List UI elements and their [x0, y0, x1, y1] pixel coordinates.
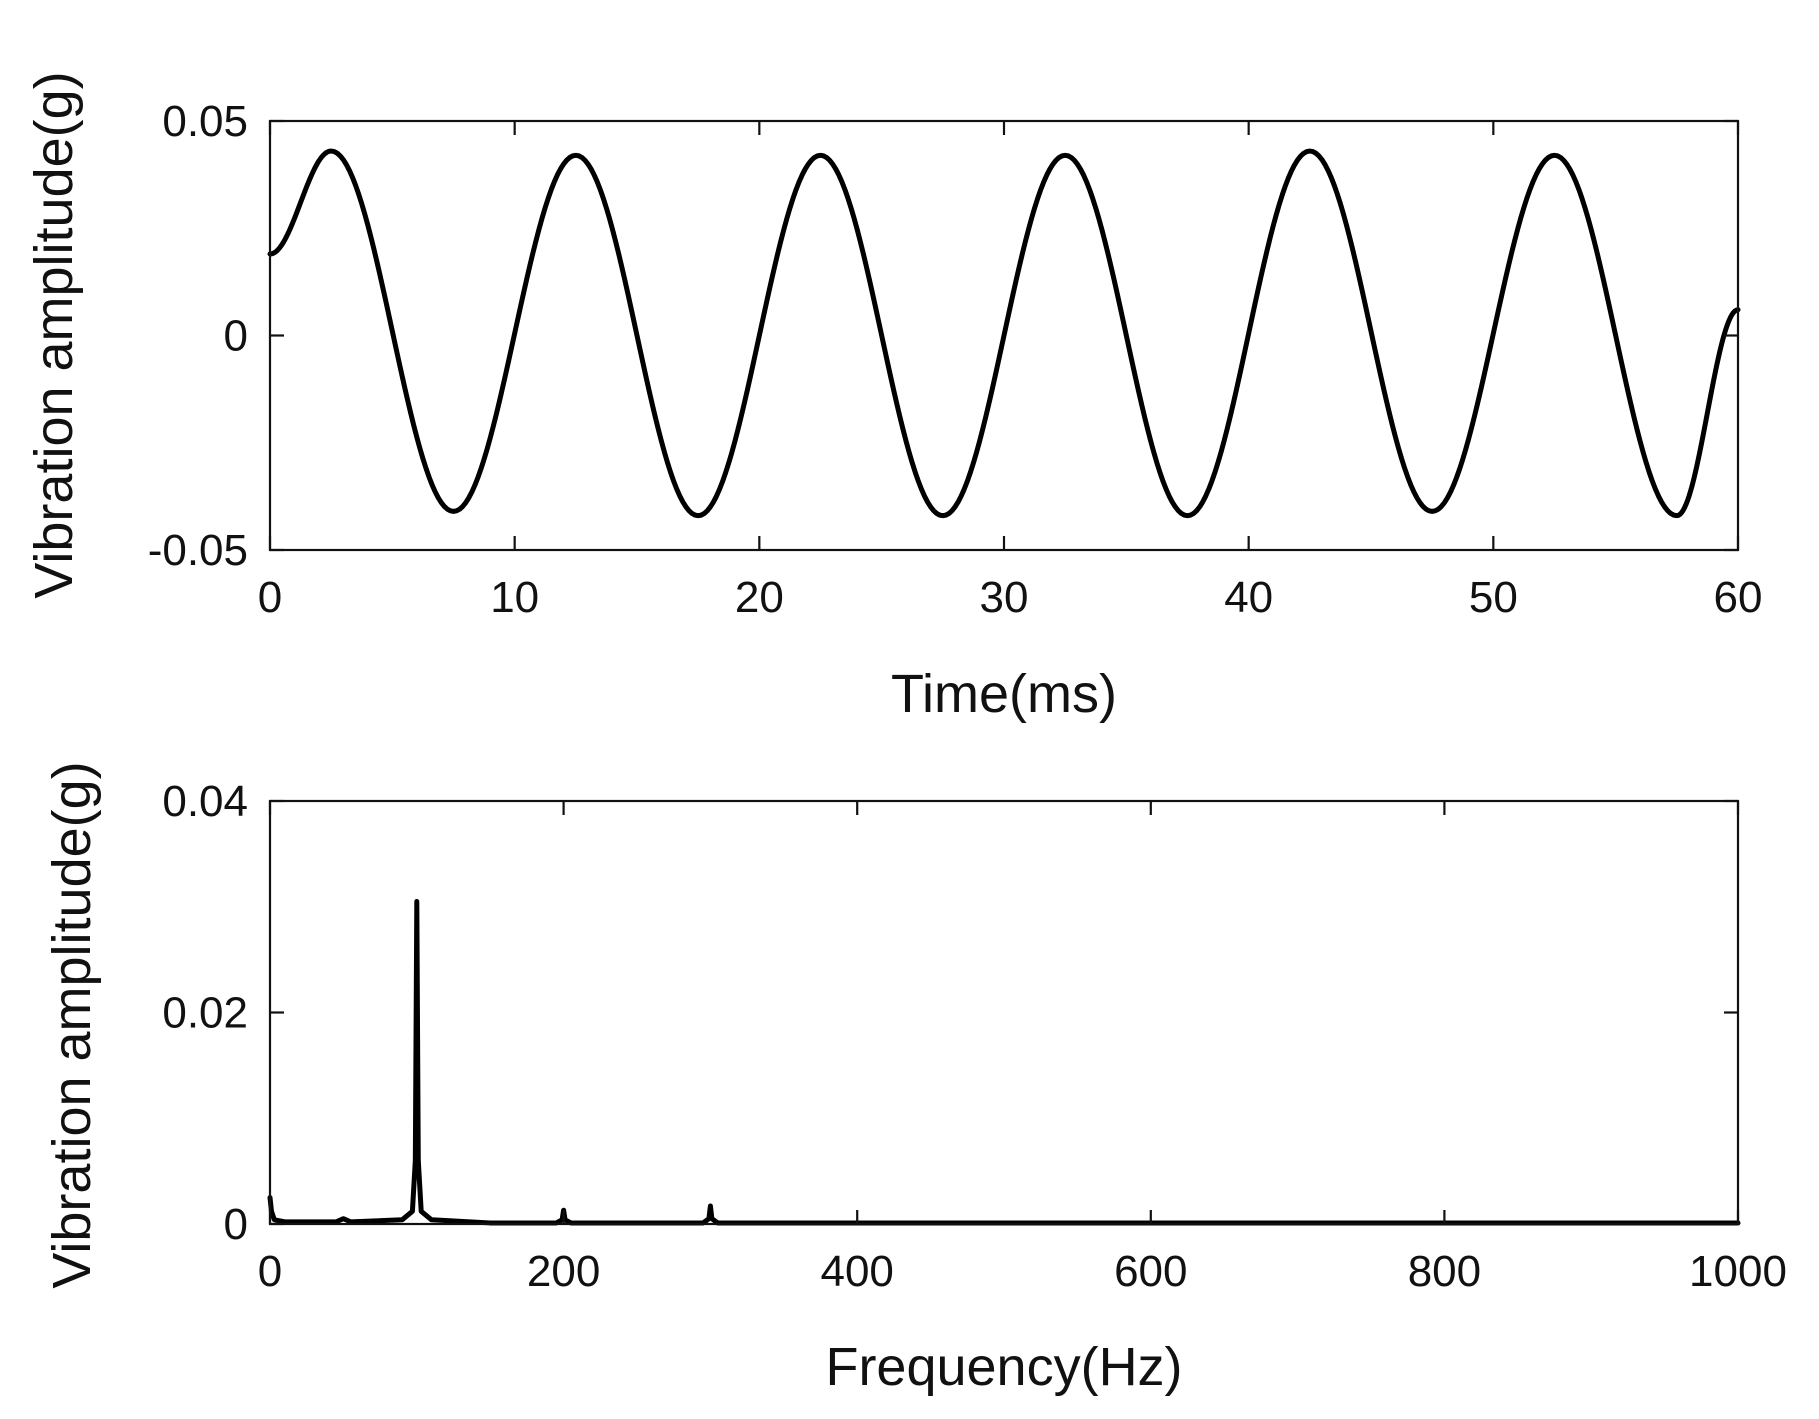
x-tick-label: 0: [258, 573, 282, 622]
y-axis-label: Vibration amplitude(g): [42, 761, 102, 1288]
x-tick-label: 50: [1469, 573, 1518, 622]
y-tick-label: 0.04: [162, 777, 248, 826]
x-tick-label: 0: [258, 1247, 282, 1296]
x-tick-label: 20: [735, 573, 784, 622]
time-signal-line: [270, 151, 1738, 516]
y-tick-label: 0.05: [162, 97, 248, 146]
y-tick-label: 0: [224, 312, 248, 361]
y-tick-label: -0.05: [148, 526, 248, 575]
x-tick-label: 1000: [1689, 1247, 1787, 1296]
y-axis-label: Vibration amplitude(g): [24, 71, 84, 598]
y-tick-label: 0: [224, 1200, 248, 1249]
frequency-spectrum-panel: 0 200 400 600 800 1000 0 0.02 0.04 Frequency(Hz) V…: [42, 761, 1787, 1397]
x-tick-label: 200: [527, 1247, 600, 1296]
plot-frame: [270, 801, 1738, 1224]
x-tick-label: 40: [1224, 573, 1273, 622]
x-tick-label: 600: [1114, 1247, 1187, 1296]
x-tick-label: 800: [1408, 1247, 1481, 1296]
x-axis-label: Frequency(Hz): [825, 1337, 1182, 1397]
y-tick-label: 0.02: [162, 989, 248, 1038]
x-tick-label: 60: [1714, 573, 1763, 622]
x-axis-label: Time(ms): [891, 664, 1117, 724]
spectrum-line: [270, 901, 1738, 1222]
x-tick-label: 400: [820, 1247, 893, 1296]
x-tick-label: 30: [980, 573, 1029, 622]
time-domain-panel: 0 10 20 30 40 50 60-0.0500.05Time(ms)Vibration…: [24, 71, 1762, 724]
x-tick-label: 10: [490, 573, 539, 622]
